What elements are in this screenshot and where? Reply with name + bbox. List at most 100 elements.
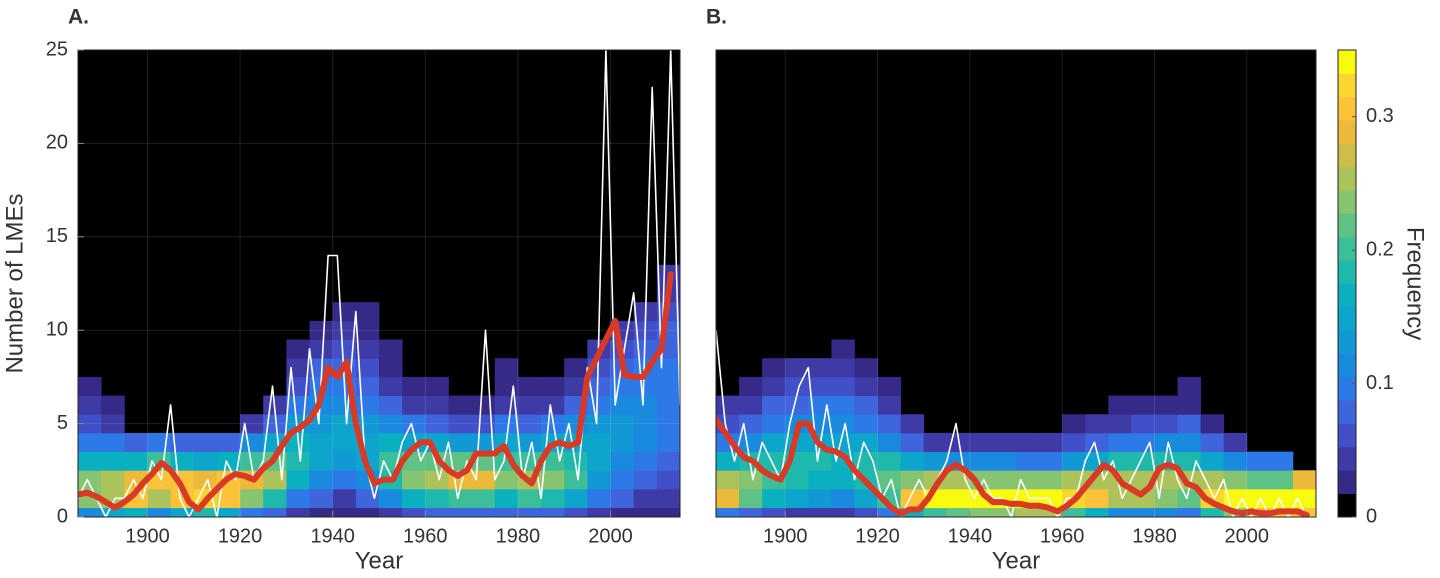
heat-cell — [1177, 432, 1202, 453]
heat-cell — [379, 488, 403, 509]
heat-cell — [332, 470, 357, 490]
heat-cell — [78, 451, 102, 471]
heat-cell — [425, 470, 449, 490]
heat-cell — [78, 376, 102, 396]
annual-line — [716, 329, 1316, 517]
heat-cell — [656, 376, 680, 396]
heat-cell — [1246, 470, 1271, 490]
heat-cell — [101, 432, 125, 453]
heat-cell — [1016, 451, 1040, 471]
heat-cell — [216, 488, 241, 509]
heat-cell — [877, 414, 902, 434]
heat-cell — [332, 507, 357, 517]
heat-cell — [610, 395, 635, 415]
heat-cell — [992, 507, 1017, 517]
heat-cell — [1246, 488, 1271, 509]
x-axis-label: Year — [992, 547, 1041, 574]
heat-cell — [332, 302, 357, 322]
heat-cell — [877, 451, 902, 471]
heat-cell — [739, 507, 763, 517]
plot-area — [78, 50, 680, 517]
heat-cell — [309, 507, 334, 517]
heat-cell — [494, 507, 519, 517]
heat-cell — [854, 395, 878, 415]
heat-cell — [425, 414, 449, 434]
heat-cell — [1108, 432, 1132, 453]
heat-cell — [564, 488, 588, 509]
heat-cell — [193, 507, 218, 517]
heat-cell — [1177, 376, 1202, 396]
heat-cell — [193, 470, 218, 490]
heat-cell — [78, 414, 102, 434]
heat-cell — [101, 451, 125, 471]
panel-title: B. — [706, 6, 727, 29]
colorbar-segment — [1338, 400, 1356, 424]
heat-cell — [78, 395, 102, 415]
heat-cell — [1108, 488, 1132, 509]
colorbar-segment — [1338, 120, 1356, 144]
heat-cell — [517, 395, 542, 415]
heat-cell — [739, 395, 763, 415]
heat-cell — [923, 507, 948, 517]
heat-cell — [355, 376, 380, 396]
x-tick-label: 1940 — [310, 525, 355, 547]
heat-cell — [854, 488, 878, 509]
heat-cell — [309, 470, 334, 490]
heat-cell — [969, 507, 994, 517]
heat-cell — [1016, 507, 1040, 517]
heat-cell — [739, 470, 763, 490]
heat-cell — [425, 507, 449, 517]
y-tick-label: 15 — [46, 225, 68, 247]
heat-cell — [379, 395, 403, 415]
heat-cell — [610, 488, 635, 509]
colorbar-segment — [1338, 470, 1356, 495]
heat-cell — [1039, 451, 1063, 471]
heat-cell — [854, 414, 878, 434]
heat-cell — [494, 358, 519, 378]
axes-frame — [77, 49, 681, 518]
heat-cell — [656, 488, 680, 509]
heat-cell — [332, 339, 357, 359]
heat-cell — [739, 432, 763, 453]
heat-cell — [78, 432, 102, 453]
heat-cell — [587, 488, 611, 509]
heat-cell — [992, 432, 1017, 453]
heat-cell — [1108, 395, 1132, 415]
heat-cell — [633, 339, 658, 359]
y-tick-label: 5 — [57, 412, 68, 434]
heat-cell — [716, 395, 740, 415]
heat-cell — [402, 376, 426, 396]
colorbar-tick-label: 0.1 — [1366, 372, 1394, 394]
heat-cell — [494, 414, 519, 434]
heat-cell — [1062, 507, 1086, 517]
heat-cell — [517, 507, 542, 517]
heat-cell — [900, 470, 925, 490]
heat-cell — [762, 414, 786, 434]
heat-cell — [101, 414, 125, 434]
heat-cell — [1039, 507, 1063, 517]
colorbar-segment — [1338, 236, 1356, 261]
x-tick-label: 2000 — [588, 525, 633, 547]
heat-cell — [216, 507, 241, 517]
heat-cell — [448, 432, 473, 453]
heat-cell — [564, 451, 588, 471]
heat-cell — [877, 432, 902, 453]
heat-cell — [78, 507, 102, 517]
colorbar-segment — [1338, 353, 1356, 378]
x-tick-label: 1900 — [125, 525, 170, 547]
heat-cell — [517, 414, 542, 434]
heat-cell — [263, 507, 287, 517]
heat-cell — [785, 376, 809, 396]
heat-cell — [877, 470, 902, 490]
heat-cell — [309, 432, 334, 453]
heat-cell — [946, 488, 971, 509]
heat-cell — [1085, 488, 1109, 509]
y-tick-label: 20 — [46, 132, 68, 154]
heat-cell — [170, 507, 195, 517]
smoothed-line — [78, 271, 674, 513]
heat-cell — [263, 470, 287, 490]
heat-cell — [633, 488, 658, 509]
heat-cell — [1154, 395, 1178, 415]
heat-cell — [1085, 507, 1109, 517]
heat-cell — [633, 414, 658, 434]
